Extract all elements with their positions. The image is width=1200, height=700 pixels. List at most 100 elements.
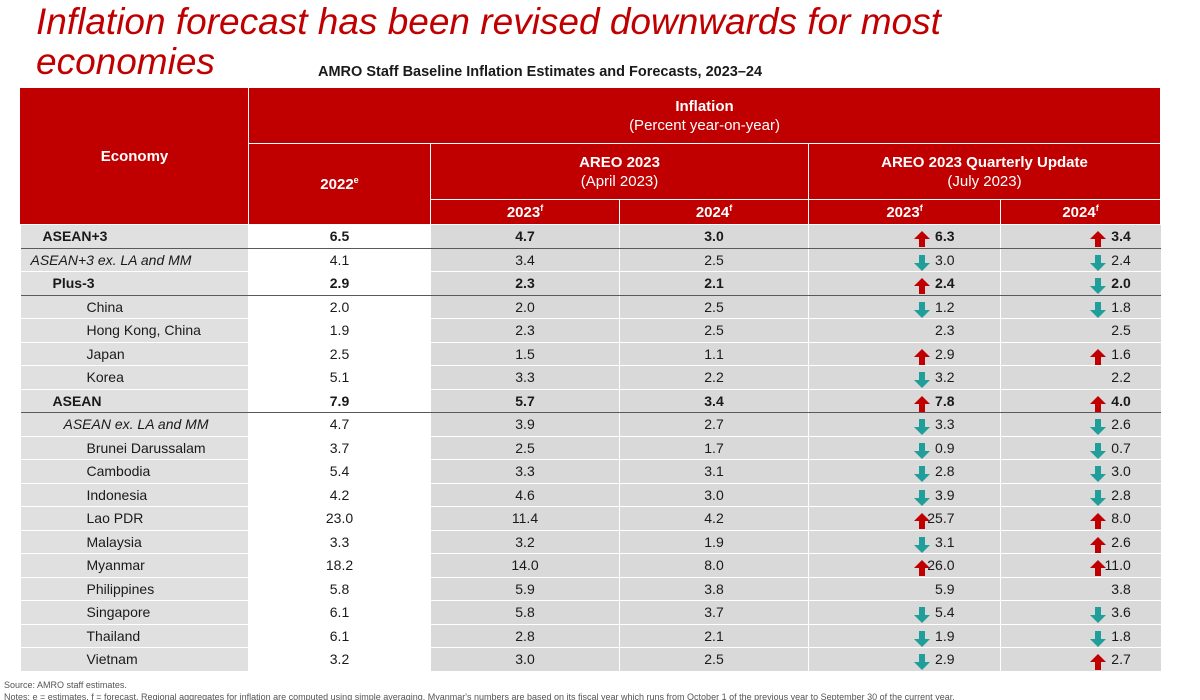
cell-value: 1.7 — [704, 439, 724, 456]
cell-value: China — [86, 298, 124, 315]
cell-value: 3.0 — [1111, 463, 1131, 480]
value-areo-2023: 11.4 — [430, 506, 620, 531]
cell-value: 3.2 — [515, 533, 535, 550]
value-areo-2024: 2.1 — [619, 271, 809, 296]
value-areo-2024: 3.0 — [619, 224, 809, 249]
value-2022: 2.9 — [248, 271, 431, 296]
cell-value: 1.9 — [329, 322, 350, 339]
inflation-table: Economy Inflation (Percent year-on-year)… — [20, 87, 1162, 672]
cell-value: 2.9 — [935, 345, 955, 362]
table-row: Cambodia 5.4 3.3 3.1 2.8 3.0 — [20, 459, 1161, 484]
value-areo-2024: 3.4 — [619, 388, 809, 413]
cell-value: 8.0 — [704, 557, 724, 574]
cell-value: 3.0 — [704, 228, 724, 245]
cell-value: 1.9 — [704, 533, 724, 550]
table-row: Indonesia 4.2 4.6 3.0 3.9 2.8 — [20, 483, 1161, 507]
table-row: Thailand 6.1 2.8 2.1 1.9 1.8 — [20, 624, 1161, 648]
value-quarterly-2024: 3.4 — [999, 224, 1161, 249]
value-quarterly-2023: 7.8 — [808, 388, 1001, 413]
value-quarterly-2023: 0.9 — [808, 436, 1001, 460]
value-quarterly-2024: 1.8 — [999, 624, 1161, 648]
value-areo-2023: 5.9 — [430, 577, 620, 601]
arrow-down-icon — [913, 254, 930, 271]
value-areo-2023: 3.0 — [430, 647, 620, 672]
arrow-down-icon — [913, 536, 930, 553]
cell-value: 3.7 — [704, 604, 724, 621]
header-quarterly-sub: (July 2023) — [947, 172, 1022, 190]
arrow-down-icon — [913, 466, 930, 483]
table-row: Vietnam 3.2 3.0 2.5 2.9 2.7 — [20, 647, 1161, 672]
cell-value: 4.1 — [329, 251, 350, 268]
value-areo-2023: 3.2 — [430, 530, 620, 554]
cell-value: 2.6 — [1111, 533, 1131, 550]
cell-value: 2.3 — [515, 322, 535, 339]
arrow-up-icon — [1089, 513, 1106, 530]
cell-value: 4.2 — [704, 510, 724, 527]
cell-value: 5.8 — [515, 604, 535, 621]
value-areo-2024: 1.9 — [619, 530, 809, 554]
value-areo-2023: 3.9 — [430, 412, 620, 437]
cell-value: Lao PDR — [86, 510, 144, 527]
value-2022: 7.9 — [248, 388, 431, 413]
cell-value: 1.8 — [1111, 298, 1131, 315]
value-2022: 3.3 — [248, 530, 431, 554]
value-areo-2024: 2.5 — [619, 248, 809, 272]
arrow-up-icon — [913, 348, 930, 365]
value-quarterly-2023: 3.9 — [808, 483, 1001, 507]
cell-value: 3.2 — [935, 369, 955, 386]
footnotes: Notes: e = estimates, f = forecast. Regi… — [4, 692, 955, 700]
arrow-up-icon — [913, 278, 930, 295]
cell-value: 2.9 — [935, 651, 955, 668]
cell-value: 2.0 — [1111, 275, 1131, 292]
header-quarterly: AREO 2023 Quarterly Update (July 2023) — [807, 143, 1162, 200]
arrow-up-icon — [913, 513, 930, 530]
cell-value: 3.4 — [515, 251, 535, 268]
cell-value: 1.6 — [1111, 345, 1131, 362]
value-quarterly-2023: 2.8 — [808, 459, 1001, 484]
cell-value: 2.7 — [1111, 651, 1131, 668]
value-quarterly-2024: 3.0 — [999, 459, 1161, 484]
value-quarterly-2024: 2.7 — [999, 647, 1161, 672]
value-quarterly-2023: 1.9 — [808, 624, 1001, 648]
cell-value: Japan — [86, 345, 125, 362]
value-2022: 6.5 — [248, 224, 431, 249]
economy-cell: Singapore — [20, 600, 249, 625]
cell-value: 3.9 — [515, 416, 535, 433]
cell-value: ASEAN+3 ex. LA and MM — [30, 251, 192, 268]
value-2022: 18.2 — [248, 553, 431, 578]
arrow-up-icon — [913, 560, 930, 577]
value-areo-2023: 3.3 — [430, 459, 620, 484]
cell-value: 3.4 — [704, 392, 724, 409]
value-areo-2024: 2.5 — [619, 318, 809, 343]
value-quarterly-2023: 2.4 — [808, 271, 1001, 296]
economy-cell: Indonesia — [20, 483, 249, 507]
cell-value: 3.2 — [329, 651, 350, 668]
arrow-down-icon — [1089, 301, 1106, 318]
table-row: Korea 5.1 3.3 2.2 3.2 2.2 — [20, 365, 1161, 390]
value-2022: 3.2 — [248, 647, 431, 672]
cell-value: 2.5 — [515, 439, 535, 456]
cell-value: 2.5 — [704, 298, 724, 315]
cell-value: 3.4 — [1111, 228, 1131, 245]
slide-title: Inflation forecast has been revised down… — [36, 1, 941, 82]
value-2022: 5.4 — [248, 459, 431, 484]
economy-cell: Philippines — [20, 577, 249, 601]
cell-value: 2.8 — [1111, 486, 1131, 503]
cell-value: 2.5 — [1111, 322, 1131, 339]
header-2022: 2022e — [248, 143, 431, 225]
economy-cell: Brunei Darussalam — [20, 436, 249, 460]
table-row: Singapore 6.1 5.8 3.7 5.4 3.6 — [20, 600, 1161, 625]
value-areo-2023: 2.0 — [430, 295, 620, 319]
arrow-down-icon — [913, 301, 930, 318]
value-quarterly-2024: 3.6 — [999, 600, 1161, 625]
value-areo-2024: 2.5 — [619, 647, 809, 672]
value-areo-2024: 4.2 — [619, 506, 809, 531]
arrow-down-icon — [1089, 466, 1106, 483]
cell-value: Cambodia — [86, 463, 151, 480]
value-areo-2023: 4.6 — [430, 483, 620, 507]
cell-value: 3.3 — [515, 463, 535, 480]
cell-value: 25.7 — [927, 510, 955, 527]
cell-value: 4.7 — [515, 228, 535, 245]
arrow-down-icon — [1089, 607, 1106, 624]
table-row: Myanmar 18.2 14.0 8.0 26.0 11.0 — [20, 553, 1161, 578]
